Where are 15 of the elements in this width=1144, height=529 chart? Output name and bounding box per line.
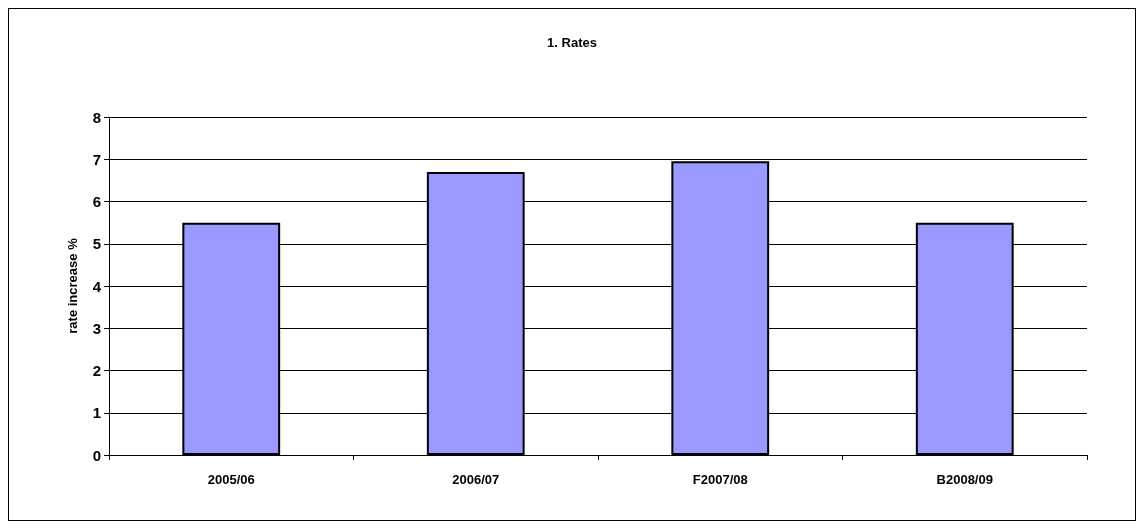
x-tick-label: F2007/08 bbox=[692, 472, 748, 487]
y-tick-label: 2 bbox=[92, 362, 101, 379]
chart-title: 1. Rates bbox=[547, 35, 597, 50]
y-tick-label: 8 bbox=[92, 108, 101, 126]
x-tick-label: B2008/09 bbox=[936, 472, 993, 487]
y-tick-label: 6 bbox=[92, 193, 101, 210]
x-tick-label: 2005/06 bbox=[207, 472, 255, 487]
x-tick-label: 2006/07 bbox=[452, 472, 500, 487]
y-tick-label: 5 bbox=[92, 235, 101, 253]
y-axis-title: rate increase % bbox=[65, 237, 80, 334]
y-tick-label: 4 bbox=[92, 277, 102, 295]
y-tick-label: 1 bbox=[92, 404, 101, 422]
y-tick-label: 3 bbox=[92, 319, 101, 337]
y-tick-label: 7 bbox=[92, 150, 101, 168]
y-tick-label: 0 bbox=[92, 446, 101, 464]
